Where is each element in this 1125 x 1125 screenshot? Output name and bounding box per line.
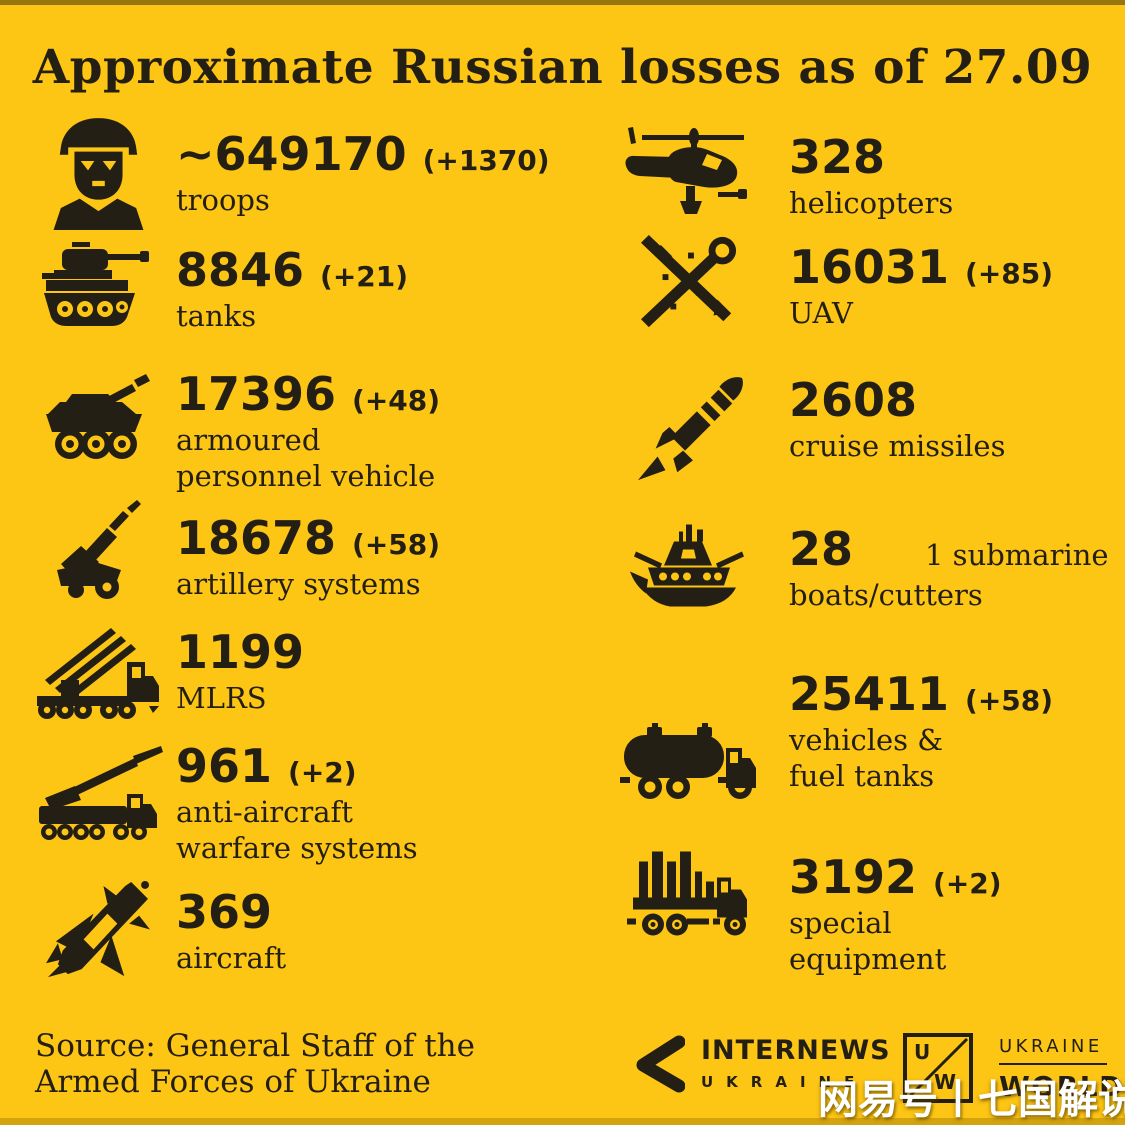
stat-row-mlrs: 1199 MLRS [28, 628, 320, 720]
stat-value: 328 [789, 130, 886, 184]
stat-label: UAV [789, 296, 853, 331]
stat-value: ~649170 [176, 127, 407, 181]
artillery-icon [28, 500, 168, 602]
stat-value: 25411 [789, 667, 950, 721]
stat-row-aircraft: 369 aircraft [28, 880, 288, 984]
stat-delta: (+48) [352, 384, 441, 417]
watermark-text: 网易号丨七国解说 [818, 1077, 1125, 1123]
stat-delta: (+85) [965, 257, 1054, 290]
stat-row-boats: 28 1 submarine boats/cutters [612, 522, 1109, 617]
stat-delta: (+58) [352, 528, 441, 561]
fighter-jet-icon [28, 880, 168, 984]
stat-value: 2608 [789, 373, 918, 427]
stat-label: helicopters [789, 186, 954, 221]
uw-divider [999, 1063, 1107, 1065]
apc-icon [28, 372, 168, 470]
source-note: Source: General Staff of the Armed Force… [35, 1028, 475, 1101]
stat-value: 16031 [789, 240, 950, 294]
stat-row-anti-aircraft: 961 (+2) anti-aircraft warfare systems [28, 742, 418, 867]
stat-row-artillery: 18678 (+58) artillery systems [28, 500, 441, 603]
stat-label: cruise missiles [789, 429, 1006, 464]
stat-label: boats/cutters [789, 578, 983, 613]
tank-icon [28, 240, 168, 335]
fuel-truck-icon [612, 714, 767, 804]
stat-row-special-equipment: 3192 (+2) special equipment [612, 850, 1002, 978]
mlrs-icon [28, 620, 168, 720]
stat-row-troops: ~649170 (+1370) troops [28, 118, 550, 230]
uw-monogram-u: U [914, 1040, 931, 1064]
stat-row-helicopters: 328 helicopters [612, 127, 954, 222]
helicopter-icon [612, 126, 767, 221]
top-edge-shadow [0, 0, 1125, 5]
stat-value: 369 [176, 885, 273, 939]
stat-delta: (+21) [320, 260, 409, 293]
internews-name: INTERNEWS [701, 1035, 891, 1066]
internews-subtitle: UKRAINE [701, 1073, 868, 1091]
stat-label: artillery systems [176, 567, 421, 602]
stat-delta: (+2) [288, 756, 357, 789]
special-equipment-icon [612, 845, 767, 941]
stat-value: 8846 [176, 243, 305, 297]
stat-label: aircraft [176, 941, 287, 976]
stat-value: 18678 [176, 511, 337, 565]
stat-row-vehicles: 25411 (+58) vehicles & fuel tanks [612, 670, 1053, 804]
stat-value: 17396 [176, 367, 337, 421]
uw-monogram-icon: U W [903, 1033, 973, 1103]
stat-row-tanks: 8846 (+21) tanks [28, 242, 409, 335]
ukraine-world-logo: U W UKRAINE WORLD [903, 1033, 1124, 1103]
stat-row-uav: 16031 (+85) UAV [612, 234, 1054, 332]
stat-delta: (+2) [933, 867, 1002, 900]
stat-delta: (+58) [965, 684, 1054, 717]
stat-note: 1 submarine [925, 538, 1109, 572]
anti-aircraft-icon [28, 746, 168, 846]
uw-ukraine-label: UKRAINE [999, 1036, 1103, 1057]
uw-world-label: WORLD [999, 1070, 1124, 1103]
stat-value: 1199 [176, 625, 305, 679]
stat-label: vehicles & fuel tanks [789, 723, 944, 794]
internews-logo: INTERNEWS UKRAINE [633, 1035, 891, 1093]
stat-value: 28 [789, 522, 854, 576]
chevron-left-icon [636, 1035, 685, 1093]
uw-monogram-w: W [933, 1070, 956, 1094]
stat-value: 961 [176, 739, 273, 793]
stat-label: MLRS [176, 681, 267, 716]
stat-label: armoured personnel vehicle [176, 423, 436, 494]
stat-label: anti-aircraft warfare systems [176, 795, 418, 866]
boat-icon [612, 521, 767, 617]
stat-row-cruise-missiles: 2608 cruise missiles [612, 376, 1005, 484]
page-title: Approximate Russian losses as of 27.09 [32, 40, 1093, 95]
uav-icon [612, 233, 767, 331]
stat-label: tanks [176, 299, 257, 334]
stat-label: special equipment [789, 906, 947, 977]
cruise-missile-icon [612, 376, 767, 484]
bottom-edge-shadow [0, 1118, 1125, 1125]
soldier-icon [28, 115, 168, 230]
stat-row-apv: 17396 (+48) armoured personnel vehicle [28, 370, 440, 495]
stat-delta: (+1370) [422, 144, 550, 177]
stat-label: troops [176, 183, 270, 218]
stat-value: 3192 [789, 850, 918, 904]
